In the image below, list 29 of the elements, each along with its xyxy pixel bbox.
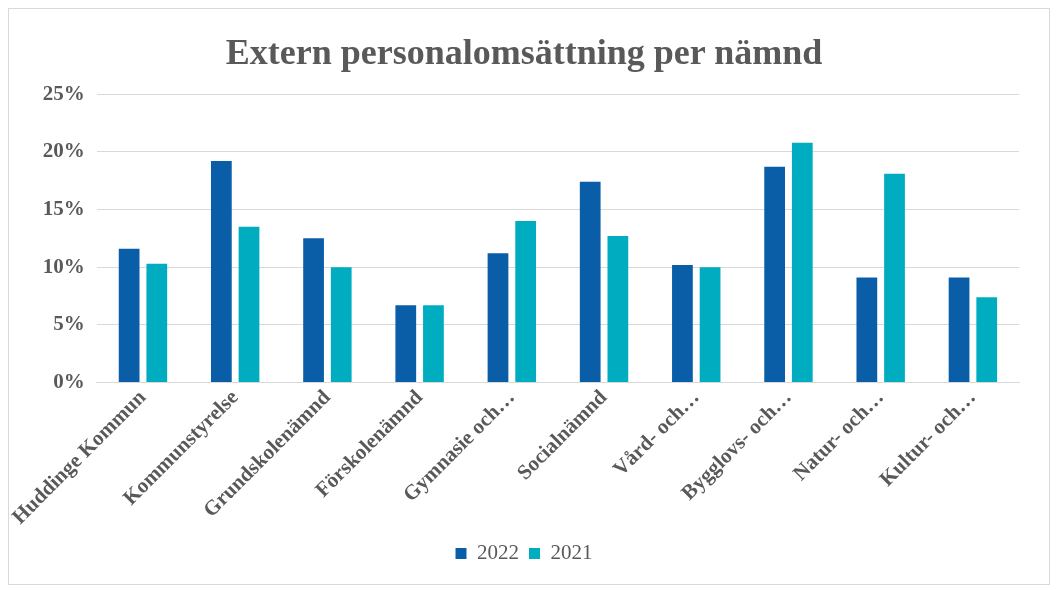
y-tick-label: 20% <box>42 138 85 163</box>
bar <box>330 267 352 383</box>
bar <box>764 166 786 383</box>
bar <box>146 263 168 383</box>
bar <box>976 297 998 383</box>
legend-label: 2021 <box>550 540 593 565</box>
bar <box>487 253 509 383</box>
bar <box>884 173 905 383</box>
bar <box>948 277 970 383</box>
y-tick-label: 10% <box>42 253 85 278</box>
bar <box>699 267 721 383</box>
bar <box>579 181 601 383</box>
bar <box>118 248 140 383</box>
bar <box>515 221 537 383</box>
legend-label: 2022 <box>477 540 519 565</box>
y-tick-label: 5% <box>53 311 85 336</box>
bar <box>856 277 878 383</box>
bar <box>238 226 260 383</box>
bar <box>607 236 629 383</box>
chart-title: Extern personalomsättning per nämnd <box>225 31 823 72</box>
y-tick-label: 15% <box>42 195 85 220</box>
bar <box>303 238 324 383</box>
y-tick-label: 25% <box>42 80 85 105</box>
bar <box>791 142 813 383</box>
bar <box>210 161 232 383</box>
bar <box>672 264 693 383</box>
bar <box>395 305 417 383</box>
bar <box>423 305 444 383</box>
y-tick-label: 0% <box>53 368 85 393</box>
